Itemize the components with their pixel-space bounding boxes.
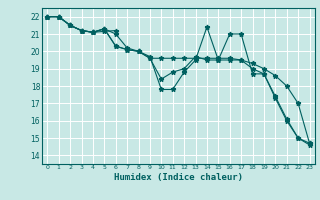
X-axis label: Humidex (Indice chaleur): Humidex (Indice chaleur): [114, 173, 243, 182]
